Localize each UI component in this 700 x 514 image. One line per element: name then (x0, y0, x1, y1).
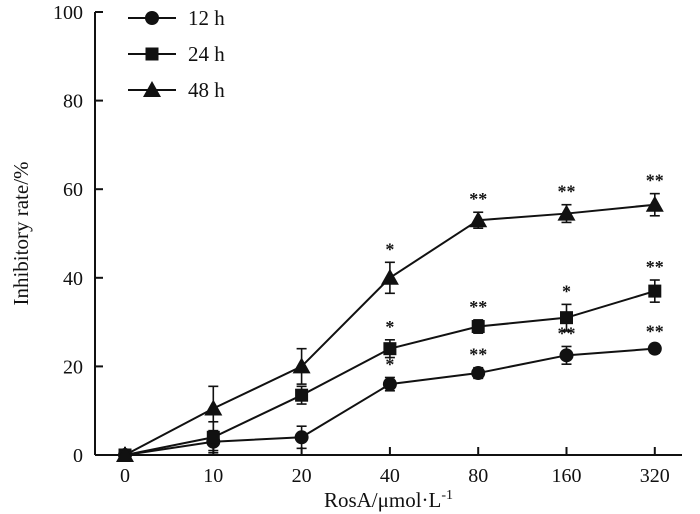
circle-marker (559, 348, 574, 363)
circle-marker (294, 430, 309, 445)
circle-marker (471, 366, 486, 381)
triangle-marker (116, 446, 134, 462)
circle-marker (647, 341, 662, 356)
triangle-marker (557, 204, 576, 221)
significance-label: * (562, 281, 571, 301)
legend-label: 24 h (188, 42, 225, 66)
square-marker (206, 430, 220, 444)
significance-label: ** (646, 321, 664, 341)
y-tick-label: 40 (63, 268, 83, 290)
y-tick-label: 60 (63, 179, 83, 201)
square-marker (383, 342, 397, 356)
x-tick-label: 0 (120, 465, 130, 487)
x-tick-label: 10 (203, 465, 223, 487)
y-tick-label: 20 (63, 356, 83, 378)
y-axis-title: Inhibitory rate/% (9, 161, 33, 305)
significance-label: ** (646, 171, 664, 191)
triangle-marker (380, 268, 399, 285)
legend-circle-marker (145, 11, 159, 25)
significance-label: ** (646, 257, 664, 277)
significance-label: * (385, 317, 394, 337)
square-marker (295, 388, 309, 402)
significance-label: ** (469, 297, 487, 317)
significance-label: ** (558, 182, 576, 202)
legend-label: 48 h (188, 78, 225, 102)
significance-label: ** (558, 323, 576, 343)
significance-label: ** (469, 189, 487, 209)
circle-marker (382, 377, 397, 392)
x-tick-label: 20 (292, 465, 312, 487)
triangle-marker (469, 211, 488, 228)
y-tick-label: 0 (73, 445, 83, 467)
square-marker (560, 311, 573, 325)
x-tick-label: 80 (468, 465, 488, 487)
legend-triangle-marker (143, 81, 161, 97)
triangle-marker (645, 195, 664, 212)
y-tick-label: 80 (63, 91, 83, 113)
y-tick-label: 100 (53, 2, 83, 24)
square-marker (471, 320, 485, 334)
triangle-marker (204, 399, 223, 416)
significance-label: ** (469, 345, 487, 365)
x-tick-label: 40 (380, 465, 400, 487)
legend-label: 12 h (188, 6, 225, 30)
square-marker (648, 284, 662, 298)
significance-label: * (385, 239, 394, 259)
triangle-marker (292, 357, 311, 374)
significance-label: * (385, 354, 394, 374)
legend-square-marker (145, 47, 159, 61)
x-axis-title: RosA/μmol·L-1 (324, 488, 453, 512)
x-tick-label: 320 (640, 465, 670, 487)
x-tick-label: 160 (552, 465, 582, 487)
